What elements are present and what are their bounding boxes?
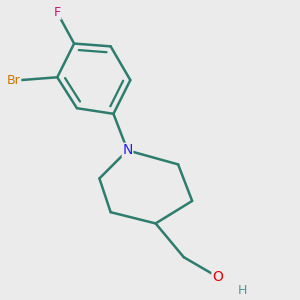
Text: O: O	[212, 270, 223, 284]
Text: F: F	[54, 6, 61, 19]
Text: H: H	[238, 284, 248, 297]
Text: Br: Br	[7, 74, 21, 87]
Text: N: N	[122, 143, 133, 158]
